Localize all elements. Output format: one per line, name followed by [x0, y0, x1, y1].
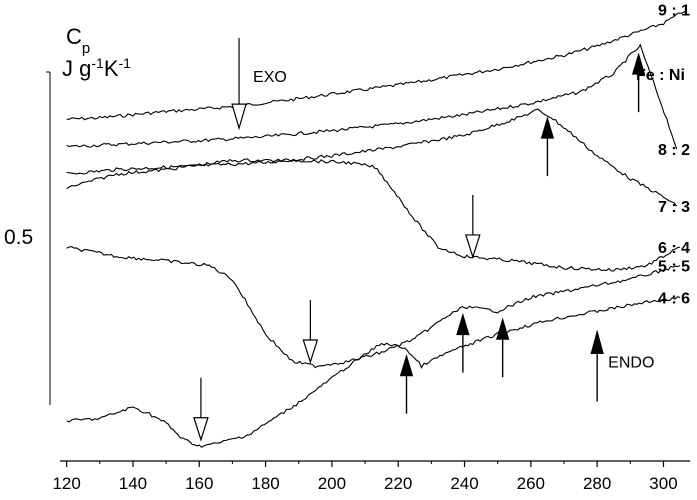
x-axis-ticks: 120 140 160 180 200 220 240 260 280 300: [52, 461, 678, 493]
open-arrow-marker: [464, 194, 481, 259]
curves-layer: [66, 9, 688, 448]
series-label: 4 : 6: [658, 290, 690, 307]
series-label: 9 : 1: [658, 3, 690, 20]
series-line-4: [66, 158, 681, 272]
annotation-exo: EXO: [231, 38, 287, 131]
series-line-2: [66, 43, 678, 150]
series-line-3: [66, 108, 678, 207]
x-tick-label: 300: [649, 474, 677, 493]
series-label: 6 : 4: [658, 240, 690, 257]
arrow-markers-layer: [193, 52, 646, 442]
x-tick-label: 200: [318, 474, 346, 493]
filled-arrow-marker: [399, 354, 414, 414]
x-tick-label: 140: [119, 474, 147, 493]
series-line-6: [66, 296, 681, 448]
x-tick-label: 120: [52, 474, 80, 493]
filled-arrow-marker: [495, 317, 510, 378]
legend-header: Fe : Ni: [636, 67, 685, 84]
annotation-endo: ENDO: [590, 329, 654, 402]
series-label: 8 : 2: [658, 142, 690, 159]
x-tick-label: 160: [185, 474, 213, 493]
series-label: 7 : 3: [658, 199, 690, 216]
series-line-5: [66, 246, 681, 369]
x-tick-label: 280: [583, 474, 611, 493]
x-tick-label: 220: [384, 474, 412, 493]
series-line-1: [66, 9, 688, 121]
filled-arrow-marker: [631, 52, 646, 113]
x-tick-label: 260: [517, 474, 545, 493]
series-labels: 9 : 1 8 : 2 7 : 3 6 : 45 : 5 4 : 6: [658, 3, 690, 308]
x-tick-label: 240: [450, 474, 478, 493]
open-arrow-marker: [302, 300, 319, 365]
svg-text:EXO: EXO: [253, 69, 287, 86]
series-label: 5 : 5: [658, 258, 690, 275]
filled-arrow-marker: [456, 312, 470, 373]
filled-arrow-marker: [540, 116, 555, 177]
y-axis-symbol: Cp: [66, 24, 90, 57]
open-arrow-marker: [193, 377, 209, 442]
svg-text:ENDO: ENDO: [608, 354, 654, 371]
y-axis-unit: J g-1K-1: [62, 55, 131, 81]
x-tick-label: 180: [251, 474, 279, 493]
annotations: EXO ENDO: [231, 38, 654, 402]
scale-bar-label: 0.5: [4, 226, 33, 249]
